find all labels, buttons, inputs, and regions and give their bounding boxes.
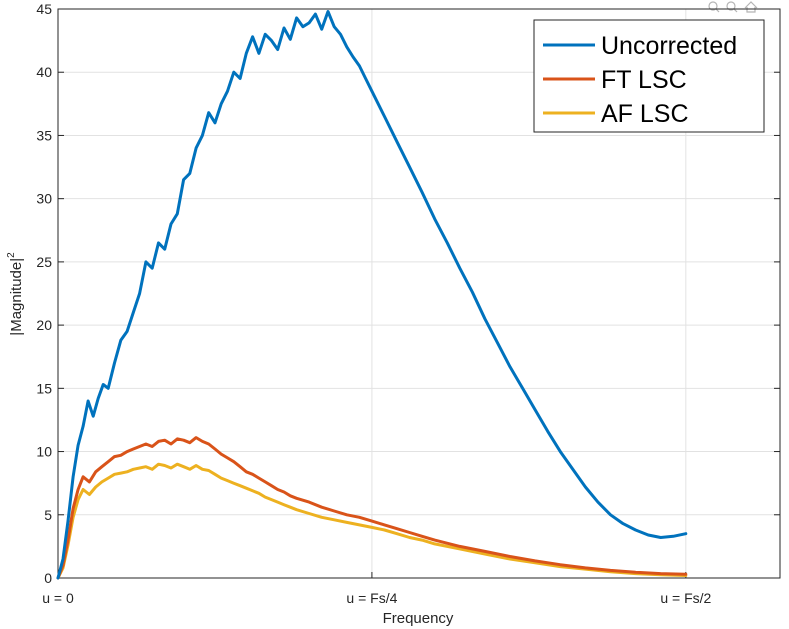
x-axis-label: Frequency	[383, 610, 454, 627]
legend-label-af-lsc: AF LSC	[601, 100, 689, 128]
y-axis-label-text: |Magnitude|	[8, 258, 25, 336]
zoom-out-icon[interactable]	[726, 1, 738, 13]
y-tick-label: 10	[36, 444, 52, 460]
x-tick-label: u = Fs/2	[660, 590, 711, 606]
y-axis-label: |Magnitude|2	[6, 252, 25, 336]
y-tick-label: 20	[36, 317, 52, 333]
series-line-uncorrected	[56, 10, 688, 580]
series-layer	[56, 10, 688, 580]
series-line-ft-lsc	[56, 436, 688, 580]
y-tick-label: 35	[36, 127, 52, 143]
plot-area	[57, 8, 781, 579]
legend: Uncorrected FT LSC AF LSC	[533, 19, 765, 133]
toolbar	[708, 1, 758, 13]
x-axis: u = 0 u = Fs/4 u = Fs/2	[42, 572, 712, 606]
zoom-in-icon[interactable]	[708, 1, 720, 13]
y-tick-label: 45	[36, 1, 52, 17]
y-tick-label: 25	[36, 254, 52, 270]
legend-label-ft-lsc: FT LSC	[601, 66, 687, 94]
y-tick-label: 40	[36, 64, 52, 80]
home-icon[interactable]	[744, 1, 758, 13]
y-axis-label-exponent: 2	[6, 252, 17, 258]
x-tick-label: u = Fs/4	[346, 590, 397, 606]
y-tick-label: 30	[36, 191, 52, 207]
legend-label-uncorrected: Uncorrected	[601, 32, 737, 60]
y-tick-label: 5	[44, 507, 52, 523]
x-tick-label: u = 0	[42, 590, 74, 606]
y-tick-label: 15	[36, 380, 52, 396]
y-tick-label: 0	[44, 570, 52, 586]
y-axis: 0 5 10 15 20 25 30 35 40 45	[36, 1, 780, 586]
series-line-af-lsc	[56, 462, 688, 580]
